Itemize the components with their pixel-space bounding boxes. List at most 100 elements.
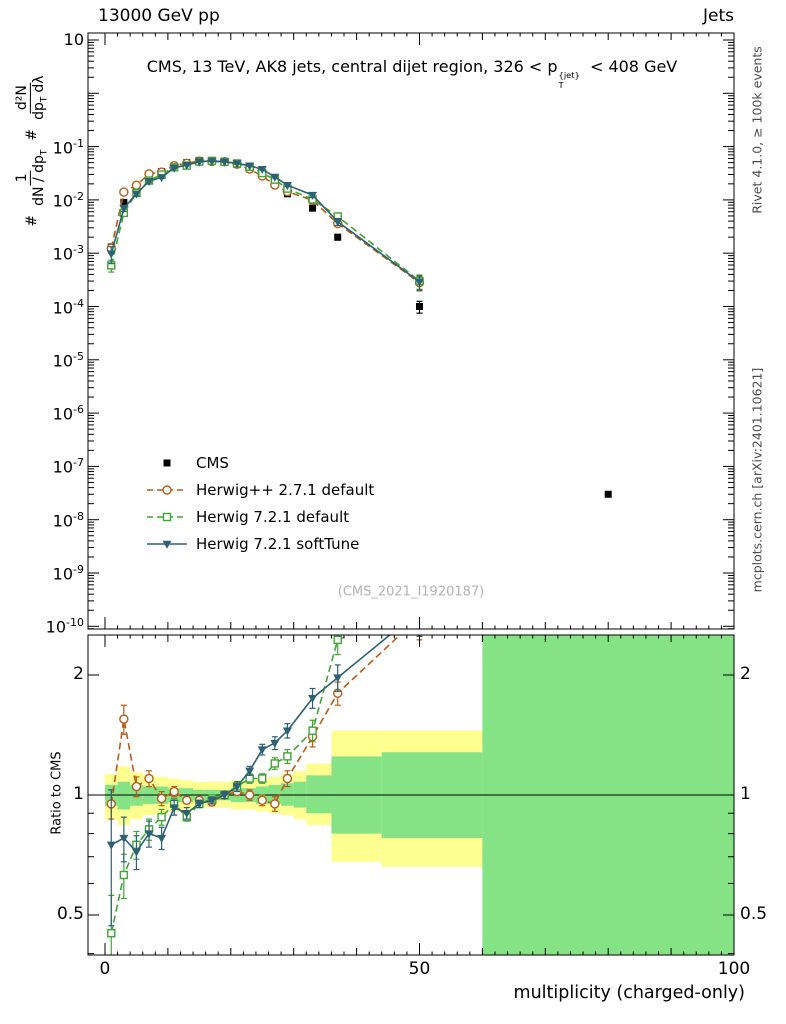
- data-point: [333, 218, 343, 227]
- data-point: [414, 278, 424, 287]
- data-point: [162, 484, 172, 495]
- fraction-numerator: 1: [13, 170, 31, 186]
- stat-uncertainty-band: [117, 781, 131, 810]
- data-point: [182, 795, 192, 805]
- data-point: [270, 173, 280, 182]
- legend-label: Herwig 7.2.1 default: [196, 507, 350, 526]
- ratio-y-tick-label-left: 0.5: [56, 904, 84, 924]
- data-point: [415, 607, 424, 615]
- legend-label: CMS: [196, 453, 229, 472]
- ratio-y-tick-label-right: 0.5: [740, 904, 768, 924]
- x-tick-label: 100: [717, 959, 751, 979]
- fraction-denominator: dpTdλ: [30, 75, 50, 120]
- data-point: [119, 834, 129, 843]
- data-point: [144, 773, 154, 784]
- data-point: [282, 727, 292, 736]
- data-point: [131, 781, 142, 792]
- ratio-y-tick-label-left: 1: [73, 784, 84, 804]
- data-point: [119, 204, 129, 213]
- data-point: [244, 790, 255, 800]
- data-point: [415, 303, 423, 310]
- plot-title-text: CMS, 13 TeV, AK8 jets, central dijet reg…: [146, 57, 558, 76]
- legend-label: Herwig 7.2.1 softTune: [196, 534, 360, 553]
- data-point: [194, 800, 204, 809]
- data-point: [131, 190, 141, 199]
- analysis-group-label: Jets: [703, 6, 734, 26]
- data-point: [604, 490, 612, 498]
- data-point: [416, 601, 423, 608]
- data-point: [232, 160, 242, 169]
- data-point: [144, 178, 154, 187]
- legend-label: Herwig++ 2.7.1 default: [196, 480, 375, 499]
- data-point: [120, 198, 128, 206]
- legend-marker: [147, 540, 187, 549]
- data-point: [119, 187, 129, 197]
- data-point: [182, 810, 192, 819]
- legend: CMS Herwig++ 2.7.1 default Herwig 7.2.1 de…: [145, 449, 374, 557]
- data-point: [194, 158, 204, 167]
- data-point: [169, 786, 179, 797]
- stat-uncertainty-band: [482, 635, 734, 955]
- main-y-tick-label: 10: [63, 30, 84, 49]
- data-point: [257, 746, 267, 755]
- plot-title: CMS, 13 TeV, AK8 jets, central dijet reg…: [90, 57, 734, 90]
- fraction-denominator: dN / dpT: [30, 149, 50, 206]
- data-point: [144, 830, 154, 839]
- series-line: [110, 635, 392, 854]
- main-y-tick-label: 10-3: [52, 243, 84, 264]
- main-y-axis-label: # 1 dN / dpT # d²N dpTdλ: [13, 73, 50, 227]
- data-point: [282, 773, 293, 784]
- plot-title-range: < 408 GeV: [584, 57, 678, 76]
- ratio-y-tick-label-left: 2: [73, 664, 84, 684]
- beam-energy-label: 13000 GeV pp: [98, 6, 220, 26]
- series-line: [110, 635, 352, 934]
- fraction-numerator: d²N: [13, 82, 31, 114]
- legend-marker: [147, 512, 187, 521]
- mcplots-arxiv-note: mcplots.cern.ch [arXiv:2401.10621]: [749, 367, 765, 593]
- main-y-tick-label: 10-7: [52, 456, 84, 477]
- series-line: [110, 160, 420, 283]
- data-point: [283, 752, 292, 761]
- main-y-tick-label: 10-6: [52, 403, 84, 424]
- data-point: [245, 774, 254, 783]
- x-tick-label: 50: [408, 959, 431, 979]
- data-point: [309, 204, 317, 212]
- legend-marker: [147, 484, 187, 495]
- data-point: [131, 180, 142, 190]
- legend-entry: CMS: [145, 449, 374, 476]
- ratio-y-tick-label-right: 2: [740, 664, 751, 684]
- data-point: [163, 459, 171, 466]
- main-y-tick-label: 10-10: [45, 616, 84, 637]
- data-point: [162, 540, 172, 549]
- main-y-tick-label: 10-8: [52, 509, 84, 531]
- main-y-tick-label: 10-2: [52, 189, 84, 211]
- data-point: [106, 250, 116, 259]
- data-point: [157, 812, 166, 822]
- rivet-version-note: Rivet 4.1.0, ≥ 100k events: [749, 46, 765, 214]
- hash-symbol: #: [23, 214, 40, 227]
- legend-entry: Herwig++ 2.7.1 default: [145, 476, 374, 503]
- data-point: [207, 797, 217, 806]
- legend-marker: [163, 459, 171, 466]
- legend-entry: Herwig 7.2.1 softTune: [145, 530, 374, 557]
- pt-jet-superscript: {jet}: [558, 70, 580, 80]
- pt-subscript: T: [558, 80, 564, 90]
- fraction-one-over-dn-dpt: 1 dN / dpT: [13, 148, 50, 208]
- data-point: [107, 929, 116, 938]
- data-point: [106, 841, 116, 850]
- data-point: [169, 804, 179, 813]
- fraction-d2n-over-dpt-dlambda: d²N dpTdλ: [13, 73, 50, 121]
- data-point: [308, 694, 318, 703]
- data-point: [162, 512, 172, 521]
- main-series: [106, 156, 612, 498]
- data-point: [169, 164, 179, 173]
- main-axis-frame: [87, 32, 735, 630]
- hash-symbol: #: [23, 128, 40, 141]
- data-point: [219, 158, 229, 167]
- stat-uncertainty-band: [281, 783, 294, 806]
- data-point: [258, 774, 267, 783]
- ratio-y-axis-label: Ratio to CMS: [49, 751, 65, 835]
- analysis-id-watermark: (CMS_2021_I1920187): [337, 584, 485, 600]
